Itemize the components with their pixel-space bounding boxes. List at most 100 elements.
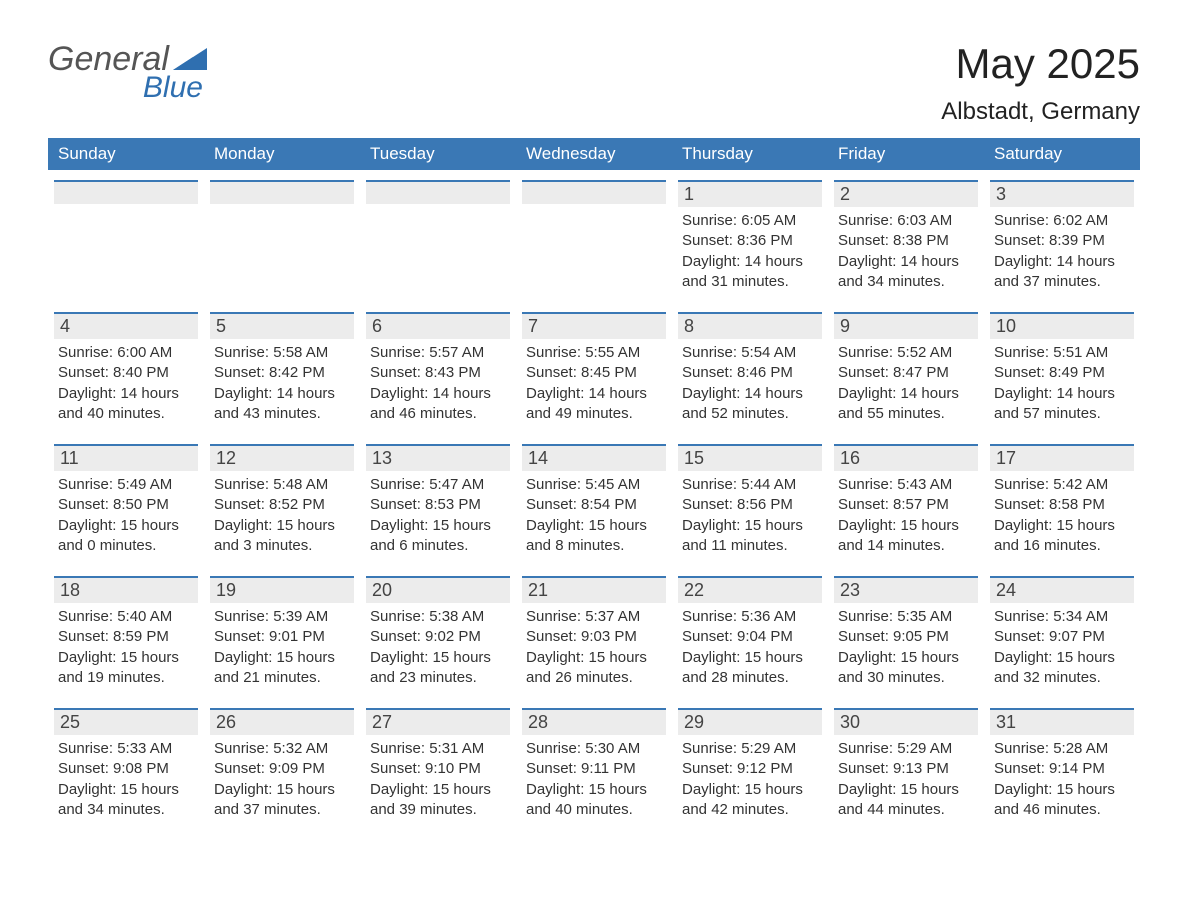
sunrise-line: Sunrise: 5:35 AM (838, 607, 978, 627)
daylight-line-1: Daylight: 15 hours (370, 516, 510, 536)
sunset-line: Sunset: 8:54 PM (526, 495, 666, 515)
day-details: Sunrise: 5:49 AMSunset: 8:50 PMDaylight:… (54, 475, 198, 556)
daylight-line-2: and 32 minutes. (994, 668, 1134, 688)
day-cell: 29 Sunrise: 5:29 AMSunset: 9:12 PMDayligh… (672, 708, 828, 830)
daylight-line-2: and 42 minutes. (682, 800, 822, 820)
sunrise-line: Sunrise: 5:36 AM (682, 607, 822, 627)
sunrise-line: Sunrise: 6:02 AM (994, 211, 1134, 231)
day-number-bar: 26 (210, 708, 354, 735)
daylight-line-1: Daylight: 14 hours (994, 252, 1134, 272)
sunset-line: Sunset: 9:09 PM (214, 759, 354, 779)
page-title: May 2025 (941, 40, 1140, 88)
daylight-line-1: Daylight: 14 hours (214, 384, 354, 404)
day-cell: 23Sunrise: 5:35 AMSunset: 9:05 PMDayligh… (828, 576, 984, 698)
daylight-line-2: and 30 minutes. (838, 668, 978, 688)
day-number-bar: 29 (678, 708, 822, 735)
daylight-line-2: and 39 minutes. (370, 800, 510, 820)
sunset-line: Sunset: 8:39 PM (994, 231, 1134, 251)
day-details: Sunrise: 6:00 AMSunset: 8:40 PMDaylight:… (54, 343, 198, 424)
day-details: Sunrise: 5:28 AMSunset: 9:14 PMDaylight:… (990, 739, 1134, 820)
sunset-line: Sunset: 8:58 PM (994, 495, 1134, 515)
day-cell (360, 180, 516, 302)
sunrise-line: Sunrise: 5:43 AM (838, 475, 978, 495)
day-of-week-header: Friday (828, 138, 984, 170)
sunset-line: Sunset: 8:53 PM (370, 495, 510, 515)
daylight-line-1: Daylight: 14 hours (682, 384, 822, 404)
day-details: Sunrise: 5:47 AMSunset: 8:53 PMDaylight:… (366, 475, 510, 556)
day-details: Sunrise: 6:05 AMSunset: 8:36 PMDaylight:… (678, 211, 822, 292)
daylight-line-2: and 40 minutes. (58, 404, 198, 424)
day-number-bar: 14 (522, 444, 666, 471)
day-number-bar: 20 (366, 576, 510, 603)
day-cell: 4 Sunrise: 6:00 AMSunset: 8:40 PMDaylight… (48, 312, 204, 434)
daylight-line-2: and 43 minutes. (214, 404, 354, 424)
day-details: Sunrise: 5:31 AMSunset: 9:10 PMDaylight:… (366, 739, 510, 820)
sunrise-line: Sunrise: 5:29 AM (682, 739, 822, 759)
day-number-bar: 4 (54, 312, 198, 339)
day-cell: 12Sunrise: 5:48 AMSunset: 8:52 PMDayligh… (204, 444, 360, 566)
daylight-line-2: and 23 minutes. (370, 668, 510, 688)
daylight-line-2: and 55 minutes. (838, 404, 978, 424)
daylight-line-2: and 34 minutes. (58, 800, 198, 820)
day-details: Sunrise: 5:58 AMSunset: 8:42 PMDaylight:… (210, 343, 354, 424)
day-details: Sunrise: 5:48 AMSunset: 8:52 PMDaylight:… (210, 475, 354, 556)
daylight-line-2: and 46 minutes. (370, 404, 510, 424)
calendar: SundayMondayTuesdayWednesdayThursdayFrid… (48, 138, 1140, 830)
daylight-line-1: Daylight: 15 hours (58, 516, 198, 536)
daylight-line-1: Daylight: 14 hours (994, 384, 1134, 404)
day-details: Sunrise: 5:29 AMSunset: 9:12 PMDaylight:… (678, 739, 822, 820)
sunrise-line: Sunrise: 5:32 AM (214, 739, 354, 759)
day-number-bar: 28 (522, 708, 666, 735)
sunset-line: Sunset: 9:04 PM (682, 627, 822, 647)
day-number-bar: 9 (834, 312, 978, 339)
sunset-line: Sunset: 9:13 PM (838, 759, 978, 779)
sunrise-line: Sunrise: 5:44 AM (682, 475, 822, 495)
day-number-bar (366, 180, 510, 204)
day-number-bar: 8 (678, 312, 822, 339)
day-details: Sunrise: 5:33 AMSunset: 9:08 PMDaylight:… (54, 739, 198, 820)
day-details: Sunrise: 5:29 AMSunset: 9:13 PMDaylight:… (834, 739, 978, 820)
daylight-line-2: and 3 minutes. (214, 536, 354, 556)
sunrise-line: Sunrise: 5:28 AM (994, 739, 1134, 759)
day-cell: 16 Sunrise: 5:43 AMSunset: 8:57 PMDayligh… (828, 444, 984, 566)
sunset-line: Sunset: 8:42 PM (214, 363, 354, 383)
week-row: 11Sunrise: 5:49 AMSunset: 8:50 PMDayligh… (48, 444, 1140, 566)
sunrise-line: Sunrise: 6:00 AM (58, 343, 198, 363)
logo: General Blue (48, 40, 207, 105)
day-details: Sunrise: 5:45 AMSunset: 8:54 PMDaylight:… (522, 475, 666, 556)
daylight-line-2: and 6 minutes. (370, 536, 510, 556)
daylight-line-1: Daylight: 15 hours (370, 780, 510, 800)
sunrise-line: Sunrise: 5:48 AM (214, 475, 354, 495)
logo-word-2: Blue (143, 71, 203, 105)
day-details: Sunrise: 5:54 AMSunset: 8:46 PMDaylight:… (678, 343, 822, 424)
daylight-line-1: Daylight: 15 hours (214, 780, 354, 800)
sunrise-line: Sunrise: 6:05 AM (682, 211, 822, 231)
day-of-week-header: Saturday (984, 138, 1140, 170)
day-details: Sunrise: 5:34 AMSunset: 9:07 PMDaylight:… (990, 607, 1134, 688)
daylight-line-1: Daylight: 15 hours (838, 516, 978, 536)
sunset-line: Sunset: 9:02 PM (370, 627, 510, 647)
sunrise-line: Sunrise: 5:58 AM (214, 343, 354, 363)
day-cell: 26 Sunrise: 5:32 AMSunset: 9:09 PMDayligh… (204, 708, 360, 830)
day-cell: 22Sunrise: 5:36 AMSunset: 9:04 PMDayligh… (672, 576, 828, 698)
sunrise-line: Sunrise: 5:37 AM (526, 607, 666, 627)
day-details: Sunrise: 5:43 AMSunset: 8:57 PMDaylight:… (834, 475, 978, 556)
day-number-bar: 21 (522, 576, 666, 603)
sunset-line: Sunset: 9:10 PM (370, 759, 510, 779)
day-cell: 7Sunrise: 5:55 AMSunset: 8:45 PMDaylight… (516, 312, 672, 434)
sunset-line: Sunset: 9:05 PM (838, 627, 978, 647)
day-cell: 3Sunrise: 6:02 AMSunset: 8:39 PMDaylight… (984, 180, 1140, 302)
day-cell (516, 180, 672, 302)
day-cell: 21Sunrise: 5:37 AMSunset: 9:03 PMDayligh… (516, 576, 672, 698)
day-details: Sunrise: 5:55 AMSunset: 8:45 PMDaylight:… (522, 343, 666, 424)
sunrise-line: Sunrise: 5:31 AM (370, 739, 510, 759)
day-number-bar: 15 (678, 444, 822, 471)
sunset-line: Sunset: 8:45 PM (526, 363, 666, 383)
daylight-line-1: Daylight: 15 hours (526, 780, 666, 800)
sunset-line: Sunset: 8:36 PM (682, 231, 822, 251)
day-number-bar (54, 180, 198, 204)
day-number-bar: 2 (834, 180, 978, 207)
day-details: Sunrise: 5:40 AMSunset: 8:59 PMDaylight:… (54, 607, 198, 688)
day-number-bar: 25 (54, 708, 198, 735)
day-number-bar: 16 (834, 444, 978, 471)
